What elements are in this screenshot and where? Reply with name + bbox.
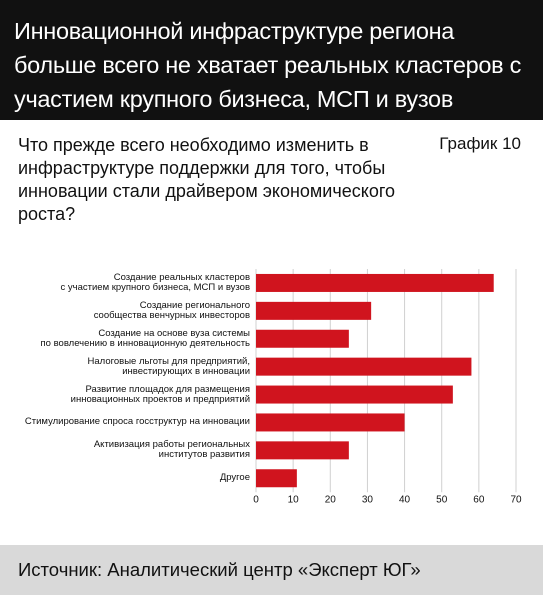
category-label: Налоговые льготы для предприятий, инвест… [87,355,250,377]
x-tick-label: 70 [510,495,522,506]
x-tick-label: 10 [288,495,300,506]
bar [256,413,405,432]
x-tick-label: 0 [253,495,259,506]
category-label: Активизация работы региональных институт… [93,439,250,461]
chart-label: График 10 [439,134,521,153]
category-label: Развитие площадок для размещения инновац… [70,383,250,405]
question: Что прежде всего необходимо изменить в и… [18,135,396,224]
bar [256,329,349,348]
bar [256,385,453,404]
bar [256,469,297,488]
category-label: Другое [219,472,250,484]
bar [256,441,349,460]
category-label: Стимулирование спроса госструктур на инн… [24,416,250,428]
x-tick-label: 40 [399,495,411,506]
category-label: Создание на основе вуза системы по вовле… [40,327,250,349]
x-tick-label: 60 [473,495,485,506]
bar [256,273,494,292]
title: Инновационной инфраструктуре региона бол… [14,18,522,112]
footer: Источник: Аналитический центр «Эксперт Ю… [0,545,543,595]
x-tick-label: 50 [436,495,448,506]
source: Источник: Аналитический центр «Эксперт Ю… [18,559,421,580]
header: Инновационной инфраструктуре региона бол… [0,0,543,120]
x-tick-label: 20 [325,495,337,506]
category-label: Создание регионального сообщества венчур… [93,299,250,321]
bar [256,301,372,320]
bar [256,357,472,376]
x-tick-label: 30 [362,495,374,506]
category-label: Создание реальных кластеров с участием к… [60,271,250,293]
